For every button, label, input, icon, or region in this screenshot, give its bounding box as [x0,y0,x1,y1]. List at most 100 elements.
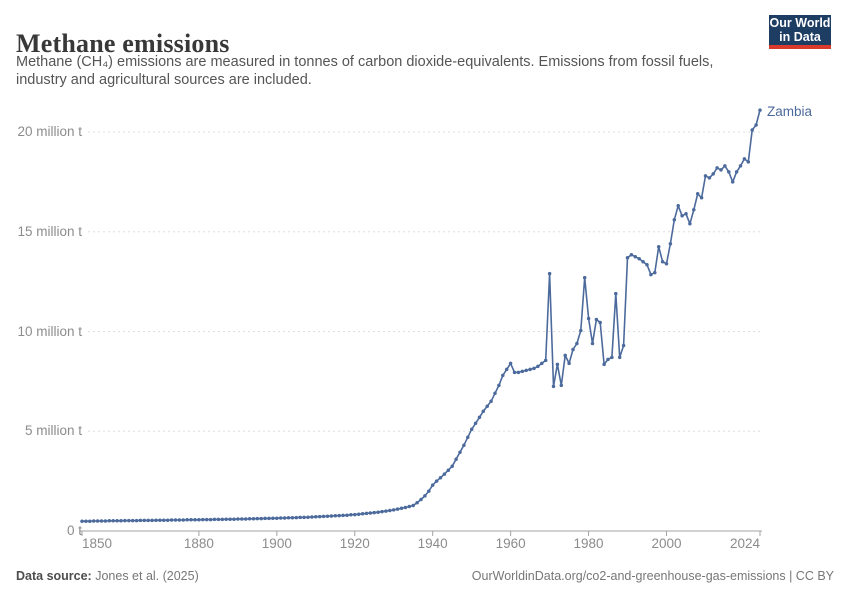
data-point [462,443,466,447]
data-point [345,513,349,517]
data-point [415,500,419,505]
data-point [676,204,680,208]
data-point [356,512,361,516]
data-point [419,497,423,502]
data-point [111,519,115,523]
subtitle-line-1: Methane (CH₄) emissions are measured in … [16,54,714,70]
data-point [80,519,84,523]
data-point [310,515,314,519]
data-point [146,518,150,523]
data-point [411,503,415,508]
data-point [684,212,688,216]
data-point [493,391,497,396]
data-point [473,421,478,426]
data-point [399,506,404,511]
gridlines [88,131,762,432]
data-point [142,518,147,523]
data-point [528,367,532,372]
data-point [617,355,622,360]
data-point [391,508,396,512]
data-source: Data source: Jones et al. (2025) [16,569,199,583]
data-point [329,514,334,518]
x-tick-label: 2024 [729,536,760,551]
data-point [138,518,143,523]
data-point [590,341,595,346]
x-axis [80,530,762,536]
data-point [282,516,287,520]
data-point [758,108,762,112]
data-point [197,518,201,522]
logo-line-1: Our World [769,16,831,30]
subtitle-line-2: industry and agricultural sources are in… [16,71,312,88]
data-point [271,516,275,520]
data-point [130,518,135,523]
logo-line-2: in Data [779,30,821,44]
data-point [395,507,400,511]
x-tick-label: 2000 [651,536,682,551]
data-point [754,123,758,127]
data-point [579,328,583,333]
data-point [341,513,345,518]
data-point [158,518,162,522]
data-point [353,512,357,517]
credit-link[interactable]: OurWorldinData.org/co2-and-greenhouse-ga… [471,569,834,583]
x-tick-label: 1960 [495,536,526,551]
data-point [664,261,669,266]
data-point [298,515,302,520]
data-point [220,517,225,522]
data-point [656,244,661,249]
data-point [99,519,104,523]
data-point [162,518,166,522]
data-point [649,272,653,277]
x-tick-label: 1940 [417,536,448,551]
data-point [127,518,131,523]
data-point [302,515,306,520]
data-point [555,362,560,367]
data-point [169,518,174,522]
data-point [407,504,412,509]
data-point [278,516,283,520]
chart-subtitle: Methane (CH₄) emissions are measured in … [16,54,746,89]
data-point [497,383,501,388]
series-end-label-zambia[interactable]: Zambia [767,104,813,119]
data-point [438,475,443,480]
data-point [707,176,712,180]
data-point [594,317,599,322]
data-point [427,489,431,493]
data-point [742,157,747,161]
data-point [703,174,708,178]
data-point [571,347,575,352]
data-point [317,514,322,519]
data-point [84,519,88,523]
data-point [543,358,548,363]
data-point [263,516,267,521]
data-point [551,384,556,389]
data-point [734,170,739,174]
data-point [403,505,408,510]
data-point [723,164,727,168]
data-point [524,368,528,373]
y-tick-label: 10 million t [17,323,82,339]
data-point [446,468,451,472]
data-point [349,513,353,517]
data-point [575,341,579,346]
data-point [485,404,489,409]
data-point [388,508,392,513]
data-point [727,170,731,174]
data-point [559,383,564,388]
data-point [746,160,751,164]
data-point [719,168,723,172]
data-point [711,172,715,176]
data-point [232,517,236,521]
data-point [504,367,509,372]
data-point [442,472,447,476]
x-tick-label: 1880 [183,536,214,551]
data-point [458,450,462,454]
data-point [516,370,521,375]
data-point [150,518,154,523]
data-point [645,262,649,267]
data-point [454,457,458,461]
data-point [177,518,182,522]
data-point [255,516,260,521]
data-point [598,320,602,325]
